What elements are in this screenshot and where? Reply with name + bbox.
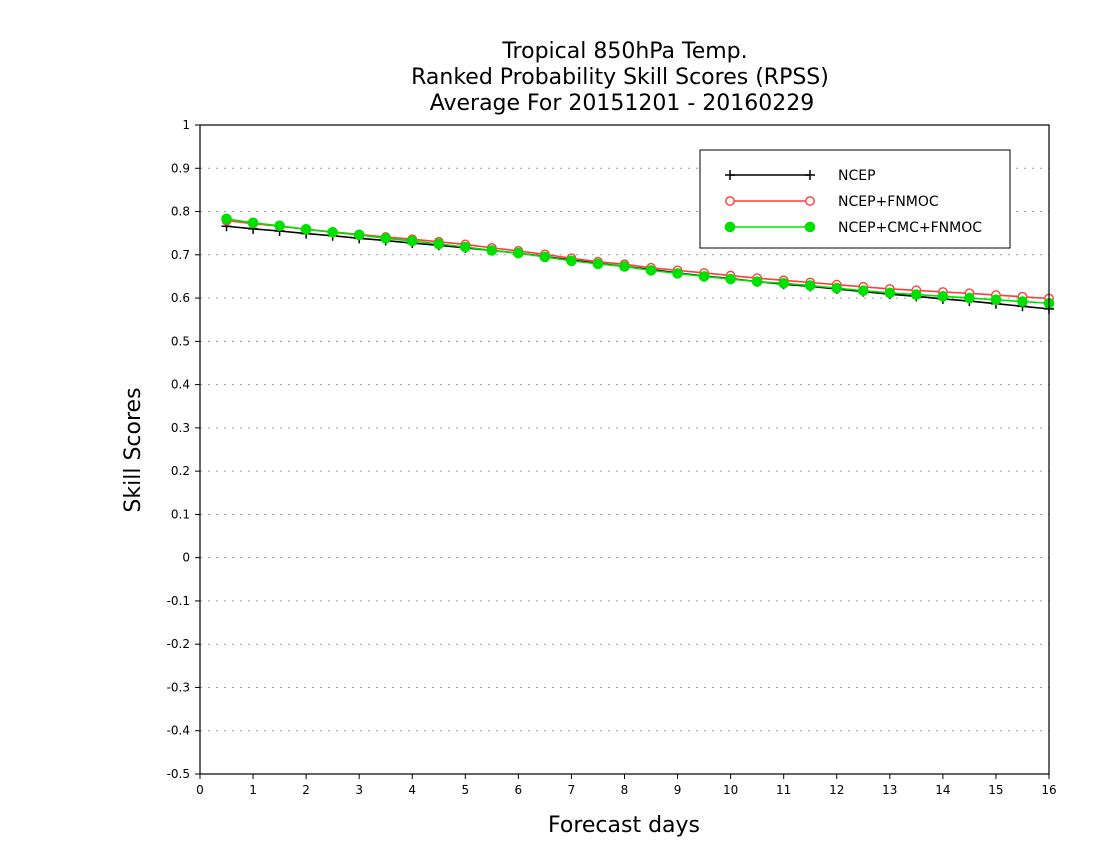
gridlines (200, 167, 1049, 732)
y-axis: -0.5 -0.4 -0.3 -0.2 -0.1 0 0.1 0.2 0.3 0.4 0.5 0.6 0… (167, 118, 200, 781)
data-point (300, 223, 312, 235)
legend-marker (725, 170, 735, 180)
y-tick-label: -0.4 (167, 724, 190, 738)
x-tick-label: 8 (621, 783, 629, 797)
legend-marker (805, 170, 815, 180)
x-tick-label: 2 (302, 783, 310, 797)
data-point (672, 268, 683, 279)
x-tick-label: 13 (882, 783, 897, 797)
legend-marker (725, 196, 735, 206)
data-point (460, 241, 471, 253)
x-tick-label: 9 (674, 783, 682, 797)
x-tick-label: 4 (408, 783, 416, 797)
data-point (247, 217, 259, 229)
x-tick-label: 7 (568, 783, 576, 797)
legend-label: NCEP (838, 168, 876, 184)
y-tick-label: -0.2 (167, 637, 190, 651)
legend: NCEP NCEP+FNMOC NCEP+CMC+FNMOC (699, 149, 1011, 249)
chart-subtitle-2: Average For 20151201 - 20160229 (430, 91, 815, 116)
data-point (566, 255, 577, 267)
x-tick-label: 16 (1041, 783, 1056, 797)
data-point (937, 291, 949, 302)
y-tick-label: -0.1 (167, 594, 190, 608)
data-point (221, 213, 232, 225)
series-layer (221, 213, 1055, 314)
data-point (539, 251, 551, 263)
chart-subtitle: Ranked Probability Skill Scores (RPSS) (411, 65, 829, 90)
legend-marker (804, 221, 816, 233)
y-tick-label: 0.7 (171, 248, 190, 262)
x-tick-label: 12 (829, 783, 844, 797)
data-point (619, 261, 630, 272)
data-point (274, 220, 285, 232)
x-axis-label: Forecast days (548, 813, 700, 838)
y-tick-label: 0.3 (171, 421, 190, 435)
legend-marker (724, 221, 736, 233)
series-3 (221, 213, 1055, 309)
data-point (486, 245, 498, 256)
y-tick-label: 0.2 (171, 464, 190, 478)
x-tick-label: 5 (461, 783, 469, 797)
data-point (380, 233, 392, 244)
legend-box (699, 149, 1011, 249)
y-tick-label: 0.5 (171, 334, 190, 348)
data-point (884, 287, 896, 299)
x-tick-label: 3 (355, 783, 363, 797)
data-point (433, 238, 445, 250)
x-tick-label: 11 (776, 783, 791, 797)
data-point (353, 229, 365, 241)
y-tick-label: 0.1 (171, 507, 190, 521)
legend-label: NCEP+CMC+FNMOC (838, 220, 982, 236)
chart-title: Tropical 850hPa Temp. (501, 39, 747, 64)
legend-item: NCEP (725, 168, 876, 184)
data-point (751, 276, 763, 287)
data-point (964, 292, 975, 304)
data-point (645, 265, 657, 276)
y-tick-label: 1 (182, 118, 190, 132)
x-tick-label: 10 (723, 783, 738, 797)
x-axis: 0 1 2 3 4 5 6 7 8 9 10 11 12 13 14 15 16 (196, 774, 1057, 797)
y-tick-label: 0.8 (171, 205, 190, 219)
legend-marker (805, 196, 815, 206)
x-tick-label: 1 (249, 783, 257, 797)
y-tick-label: 0.6 (171, 291, 190, 305)
x-tick-label: 14 (935, 783, 950, 797)
data-point (831, 282, 843, 294)
data-point (911, 289, 922, 300)
data-point (725, 273, 736, 285)
data-point (592, 258, 604, 270)
data-point (406, 235, 418, 247)
data-point (857, 285, 869, 297)
y-tick-label: -0.3 (167, 680, 190, 694)
data-point (327, 227, 338, 238)
legend-item: NCEP+FNMOC (725, 194, 939, 210)
x-tick-label: 15 (988, 783, 1003, 797)
plot-frame (199, 124, 1050, 775)
data-point (1017, 296, 1028, 307)
y-tick-label: 0 (182, 551, 190, 565)
y-axis-label: Skill Scores (121, 387, 146, 512)
data-point (698, 271, 710, 282)
legend-item: NCEP+CMC+FNMOC (724, 220, 982, 236)
y-tick-label: -0.5 (167, 767, 190, 781)
data-point (990, 294, 1002, 306)
legend-label: NCEP+FNMOC (838, 194, 939, 210)
x-tick-label: 0 (196, 783, 204, 797)
y-tick-label: 0.4 (171, 378, 190, 392)
data-point (513, 247, 524, 259)
x-tick-label: 6 (515, 783, 523, 797)
y-tick-label: 0.9 (171, 161, 190, 175)
data-point (804, 280, 816, 291)
data-point (778, 278, 789, 289)
